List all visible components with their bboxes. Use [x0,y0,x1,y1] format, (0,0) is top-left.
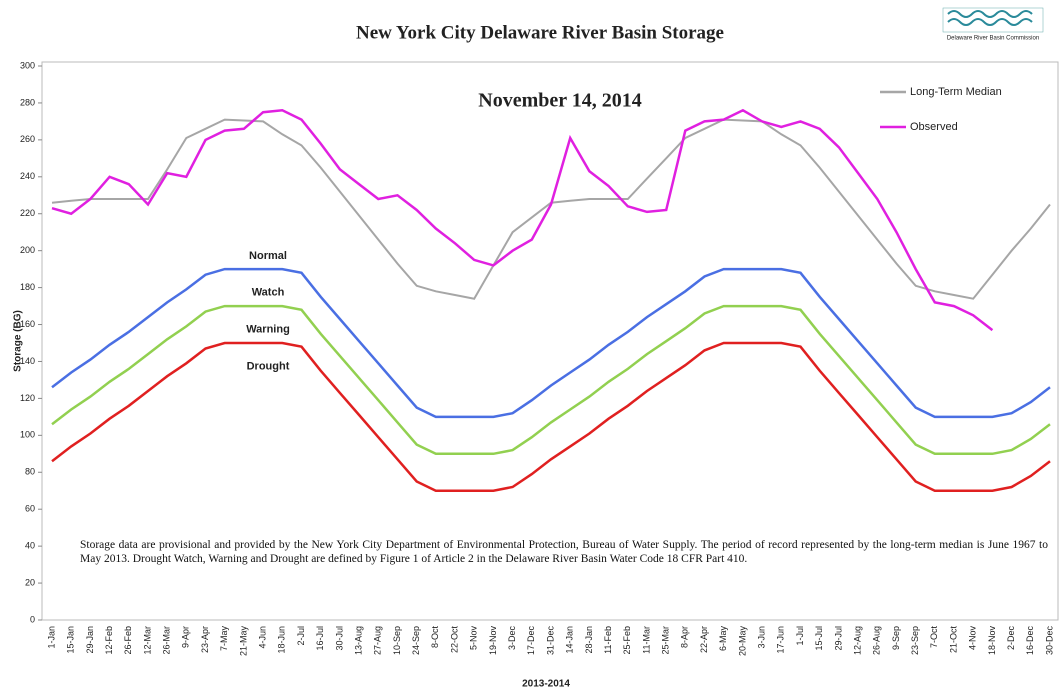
x-tick-label: 4-Jun [257,626,267,649]
zone-label: Watch [252,287,285,299]
x-tick-label: 1-Jul [795,626,805,646]
x-tick-label: 21-May [238,626,248,657]
x-tick-label: 18-Nov [987,626,997,656]
footnote: Storage data are provisional and provide… [80,539,1048,565]
series-line [51,304,1051,456]
x-tick-label: 26-Feb [123,626,133,655]
y-tick-label: 200 [20,245,35,255]
y-tick-label: 280 [20,97,35,107]
x-tick-label: 12-Feb [104,626,114,655]
y-tick-label: 80 [25,467,35,477]
x-tick-label: 29-Jan [85,626,95,654]
x-tick-label: 5-Nov [469,626,479,651]
y-tick-label: 20 [25,577,35,587]
x-tick-label: 23-Sep [910,626,920,655]
y-tick-label: 220 [20,208,35,218]
x-tick-label: 2-Dec [1006,626,1016,651]
y-tick-label: 300 [20,60,35,70]
x-tick-label: 10-Sep [392,626,402,655]
x-tick-label: 25-Feb [622,626,632,655]
series-line [51,341,1051,492]
x-tick-label: 15-Jul [814,626,824,651]
x-tick-label: 29-Jul [833,626,843,651]
x-tick-label: 1-Jan [46,626,56,649]
x-tick-label: 15-Jan [66,626,76,654]
x-tick-label: 17-Dec [526,626,536,656]
x-tick-label: 16-Jul [315,626,325,651]
x-tick-label: 11-Feb [603,626,613,654]
y-tick-label: 140 [20,356,35,366]
x-tick-label: 19-Nov [488,626,498,656]
zone-label: Drought [247,361,290,373]
x-tick-label: 13-Aug [353,626,363,655]
zone-label: Normal [249,250,287,262]
x-tick-label: 18-Jun [277,626,287,654]
x-tick-label: 20-May [737,626,747,657]
x-tick-label: 27-Aug [373,626,383,655]
series-line [51,108,994,332]
x-tick-label: 11-Mar [641,626,651,654]
logo-waves [947,10,1033,26]
y-tick-label: 100 [20,430,35,440]
x-tick-label: 9-Apr [181,626,191,648]
chart-title: New York City Delaware River Basin Stora… [356,22,724,43]
x-tick-label: 14-Jan [565,626,575,654]
x-tick-label: 30-Dec [1044,626,1054,656]
date-annotation: November 14, 2014 [478,90,642,112]
x-axis-label: 2013-2014 [522,679,570,690]
x-tick-label: 7-May [219,626,229,652]
x-tick-label: 12-Mar [142,626,152,655]
x-tick-label: 21-Oct [948,626,958,654]
x-tick-label: 17-Jun [776,626,786,654]
x-tick-label: 22-Oct [449,626,459,654]
zone-label: Warning [246,324,290,336]
x-tick-label: 2-Jul [296,626,306,646]
footnote-box: Storage data are provisional and provide… [80,539,1048,565]
y-tick-label: 180 [20,282,35,292]
x-tick-label: 8-Oct [430,626,440,649]
x-tick-label: 26-Mar [162,626,172,655]
y-axis-label: Storage (BG) [13,310,24,372]
y-tick-label: 0 [30,614,35,624]
legend-label: Long-Term Median [910,86,1002,98]
y-tick-label: 240 [20,171,35,181]
logo-text: Delaware River Basin Commission [947,36,1039,42]
legend-label: Observed [910,121,958,133]
logo: Delaware River Basin Commission [942,7,1044,42]
y-tick-label: 160 [20,319,35,329]
x-tick-label: 8-Apr [680,626,690,648]
x-tick-label: 23-Apr [200,626,210,653]
x-tick-label: 22-Apr [699,626,709,653]
x-tick-label: 26-Aug [872,626,882,655]
x-tick-label: 4-Nov [968,626,978,651]
y-tick-label: 260 [20,134,35,144]
x-tick-label: 6-May [718,626,728,652]
x-tick-label: 28-Jan [584,626,594,654]
x-tick-label: 3-Jun [756,626,766,649]
y-tick-label: 40 [25,541,35,551]
x-tick-label: 12-Aug [852,626,862,655]
x-tick-label: 16-Dec [1025,626,1035,656]
x-tick-label: 30-Jul [334,626,344,651]
x-tick-label: 31-Dec [545,626,555,656]
series-line [51,267,1051,419]
x-tick-label: 24-Sep [411,626,421,655]
x-tick-label: 3-Dec [507,626,517,651]
x-tick-label: 25-Mar [661,626,671,655]
x-tick-label: 7-Oct [929,626,939,649]
y-tick-label: 120 [20,393,35,403]
y-tick-label: 60 [25,504,35,514]
plot-frame [41,61,1059,621]
x-tick-label: 9-Sep [891,626,901,650]
